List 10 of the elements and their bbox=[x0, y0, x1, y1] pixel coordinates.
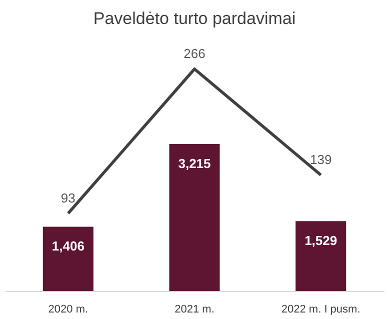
data-label: 3,215 bbox=[178, 156, 211, 171]
data-label: 139 bbox=[310, 152, 332, 167]
data-label: 1,529 bbox=[304, 233, 338, 248]
x-tick-label: 2020 m. bbox=[48, 304, 88, 316]
x-tick-label: 2022 m. I pusm. bbox=[281, 304, 360, 316]
chart-title: Paveldėto turto pardavimai bbox=[93, 9, 296, 28]
x-tick-label: 2021 m. bbox=[174, 304, 214, 316]
data-label: 1,406 bbox=[52, 238, 84, 254]
data-label: 93 bbox=[60, 190, 76, 206]
data-label: 266 bbox=[184, 46, 206, 61]
